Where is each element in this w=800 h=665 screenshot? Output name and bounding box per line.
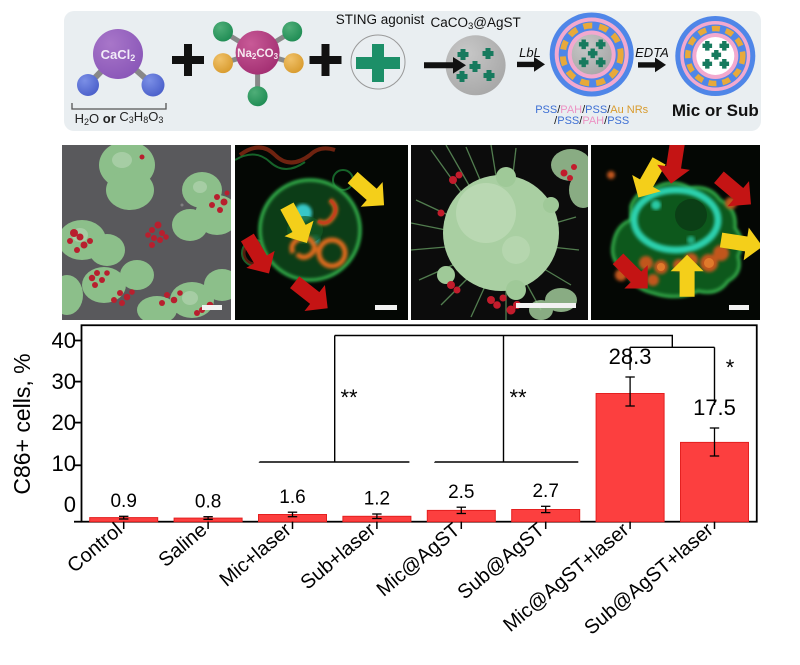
svg-text:1.2: 1.2 <box>364 489 390 510</box>
svg-text:Mic@AgST: Mic@AgST <box>373 519 465 601</box>
svg-text:Saline: Saline <box>155 519 212 572</box>
svg-text:**: ** <box>340 385 358 410</box>
svg-text:**: ** <box>509 385 527 410</box>
svg-text:2.5: 2.5 <box>448 482 474 503</box>
svg-text:2.7: 2.7 <box>532 481 558 502</box>
svg-text:Sub+laser: Sub+laser <box>297 519 381 594</box>
svg-text:0.8: 0.8 <box>195 492 221 513</box>
svg-text:C86+ cells, %: C86+ cells, % <box>9 353 35 494</box>
svg-text:0: 0 <box>64 492 76 517</box>
svg-text:30: 30 <box>52 369 76 394</box>
svg-text:Control: Control <box>63 519 127 577</box>
svg-text:Mic+laser: Mic+laser <box>216 519 296 591</box>
svg-text:20: 20 <box>52 410 76 435</box>
svg-text:40: 40 <box>52 328 76 353</box>
svg-text:*: * <box>726 355 735 380</box>
svg-text:1.6: 1.6 <box>279 487 305 508</box>
svg-text:0.9: 0.9 <box>110 491 136 512</box>
svg-text:10: 10 <box>52 451 76 476</box>
